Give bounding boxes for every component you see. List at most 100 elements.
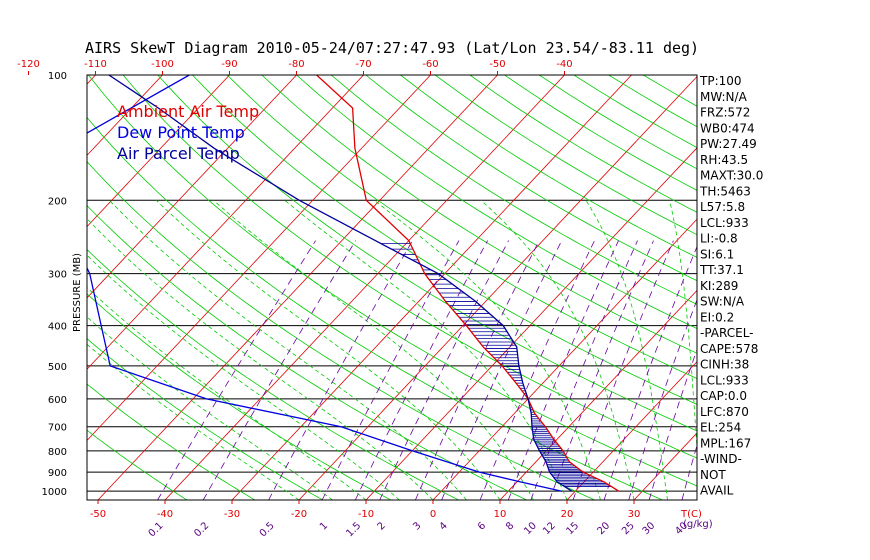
isotherm (87, 75, 364, 370)
stat-line: PW:27.49 (700, 137, 757, 151)
top-axis-tick-label: -110 (84, 59, 107, 70)
isotherm (231, 75, 632, 500)
mixing-ratio-line (530, 240, 638, 500)
moist-adiabat (87, 254, 400, 500)
stat-line: MAXT:30.0 (700, 169, 763, 183)
legend: Ambient Air Temp Dew Point Temp Air Parcel… (117, 102, 259, 163)
mixing-ratio-line (321, 240, 460, 500)
dry-adiabat (261, 75, 697, 354)
stat-line: SI:6.1 (700, 247, 734, 261)
moist-adiabat (87, 218, 434, 500)
dry-adiabat (87, 205, 527, 500)
stat-line: -WIND- (700, 452, 742, 466)
mixing-ratio-label: 6 (476, 520, 488, 532)
mixing-ratio-line (479, 240, 595, 500)
mixing-ratio-line (354, 240, 488, 500)
stat-line: RH:43.5 (700, 153, 748, 167)
isotherm (87, 75, 163, 156)
mixing-ratio-label: 8 (504, 520, 516, 532)
top-axis-tick-label: -40 (556, 59, 572, 70)
top-axis-tick-label: -120 (17, 59, 40, 70)
bottom-axis-tick-label: -20 (291, 509, 307, 520)
stat-line: EI:0.2 (700, 310, 734, 324)
mixing-ratio-line (268, 240, 413, 500)
bottom-axis-tick-label: -50 (90, 509, 106, 520)
dry-adiabat (192, 75, 697, 405)
stat-line: TP:100 (699, 74, 742, 88)
bottom-axis-tick-label: 0 (430, 509, 436, 520)
top-axis-tick-label: -50 (489, 59, 505, 70)
stat-line: LI:-0.8 (700, 232, 738, 246)
top-axis-tick-label: -80 (288, 59, 304, 70)
stat-line: CAPE:578 (700, 342, 758, 356)
mixing-ratio-label: 1 (318, 520, 330, 532)
stat-line: KI:289 (700, 279, 738, 293)
pressure-tick-label: 400 (48, 322, 67, 333)
mixing-ratio-line (628, 298, 697, 500)
dry-adiabat (157, 75, 697, 432)
dry-adiabat (365, 75, 697, 282)
top-axis-tick-label: -90 (221, 59, 237, 70)
isotherm (87, 75, 230, 228)
y-axis-label: PRESSURE (MB) (72, 253, 83, 332)
top-axis-tick-label: -70 (355, 59, 371, 70)
mixing-ratio-label: 4 (438, 520, 450, 532)
pressure-tick-label: 500 (48, 362, 67, 373)
isotherm (97, 75, 498, 500)
dry-adiabat (87, 293, 391, 500)
mixing-ratio-label: 20 (595, 520, 612, 537)
dry-adiabat (122, 75, 697, 459)
top-axis-tick-label: -100 (151, 59, 174, 70)
pressure-tick-label: 1000 (42, 487, 67, 498)
isotherm (87, 75, 297, 299)
legend-entry-2: Dew Point Temp (117, 123, 245, 142)
isotherm (164, 75, 565, 500)
mixing-ratio-label: 0.5 (258, 520, 277, 539)
mixing-ratio-label: 12 (541, 520, 558, 537)
bottom-axis-tick-label: 20 (561, 509, 574, 520)
grid-layer (87, 75, 697, 500)
bottom-axis-tick-label: -10 (358, 509, 374, 520)
stat-line: MPL:167 (700, 436, 751, 450)
stat-line: TT:37.1 (699, 263, 744, 277)
series-layer (87, 75, 620, 492)
legend-entry-3: Air Parcel Temp (117, 144, 240, 163)
pressure-tick-label: 600 (48, 395, 67, 406)
dry-adiabat (226, 75, 697, 379)
dry-adiabat (469, 75, 697, 213)
moist-adiabat (156, 200, 501, 500)
stat-line: CINH:38 (700, 358, 749, 372)
pressure-tick-label: 300 (48, 270, 67, 281)
series-line-3 (108, 75, 573, 492)
stat-line: NOT (700, 468, 726, 482)
mixing-ratio-label: 25 (620, 520, 637, 537)
chart-title: AIRS SkewT Diagram 2010-05-24/07:27:47.9… (85, 39, 699, 57)
mixing-ratio-label: 3 (411, 520, 423, 532)
isotherm (87, 75, 431, 442)
stat-line: EL:254 (700, 421, 741, 435)
stat-line: -PARCEL- (700, 326, 754, 340)
mixing-ratio-line (648, 348, 697, 500)
isotherm (499, 289, 697, 500)
moist-adiabat (669, 200, 697, 452)
stat-line: LCL:933 (700, 216, 749, 230)
moist-adiabat (87, 343, 300, 500)
stat-line: AVAIL (700, 484, 734, 498)
stat-line: FRZ:572 (700, 106, 750, 120)
mixing-ratio-line (681, 443, 697, 500)
mixing-ratio-label: 2 (376, 520, 388, 532)
mixing-ratio-label: 1.5 (344, 520, 363, 539)
stat-line: CAP:0.0 (700, 389, 747, 403)
series-line-2 (87, 75, 563, 492)
dry-adiabat (88, 75, 697, 487)
mixing-ratio-line (441, 240, 563, 500)
moist-adiabat (480, 200, 635, 500)
mixing-ratio-label: 0.2 (192, 520, 211, 539)
moist-adiabat (374, 199, 601, 500)
cape-hatch (380, 243, 612, 487)
stat-line: LFC:870 (700, 405, 749, 419)
stat-line: TH:5463 (699, 184, 751, 198)
bottom-axis-tick-label: 10 (494, 509, 507, 520)
series-line-1 (316, 75, 620, 492)
